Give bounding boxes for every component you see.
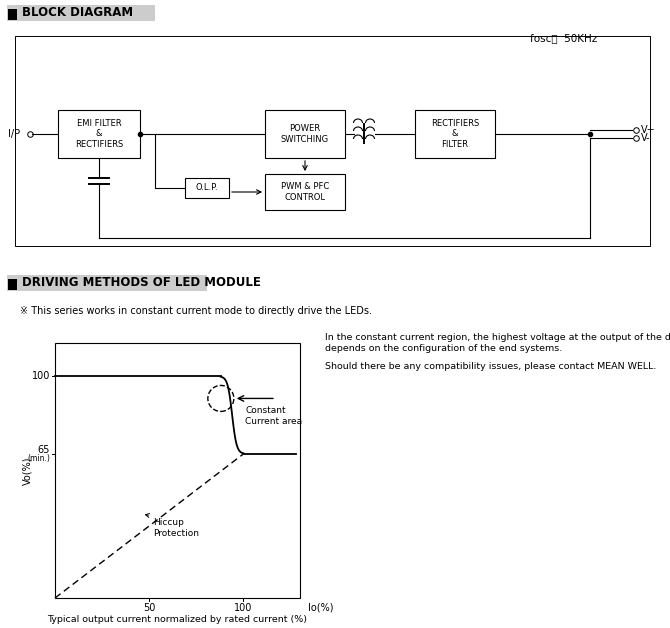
Text: POWER
SWITCHING: POWER SWITCHING	[281, 124, 329, 144]
Bar	[265, 174, 345, 210]
Text: V+: V+	[641, 125, 656, 135]
Text: 100: 100	[234, 603, 253, 613]
Text: O.L.P.: O.L.P.	[196, 183, 218, 193]
Bar	[415, 110, 495, 158]
Text: fosc：  50KHz: fosc： 50KHz	[530, 33, 597, 43]
Text: EMI FILTER
&
RECTIFIERS: EMI FILTER & RECTIFIERS	[75, 119, 123, 149]
Text: DRIVING METHODS OF LED MODULE: DRIVING METHODS OF LED MODULE	[22, 276, 261, 290]
Bar	[55, 343, 300, 598]
Text: ※ This series works in constant current mode to directly drive the LEDs.: ※ This series works in constant current …	[20, 306, 372, 316]
Text: Typical output current normalized by rated current (%): Typical output current normalized by rat…	[48, 615, 308, 624]
Bar	[7, 5, 155, 21]
Text: Constant
Current area: Constant Current area	[245, 406, 302, 426]
Text: BLOCK DIAGRAM: BLOCK DIAGRAM	[22, 6, 133, 19]
Text: Vo(%): Vo(%)	[22, 457, 32, 485]
Text: depends on the configuration of the end systems.: depends on the configuration of the end …	[325, 344, 562, 353]
Text: 100: 100	[31, 371, 50, 381]
Text: I/P: I/P	[8, 129, 20, 139]
Text: (min.): (min.)	[27, 455, 50, 463]
Text: 65: 65	[38, 445, 50, 455]
Bar	[8, 279, 17, 290]
Bar	[8, 9, 17, 20]
Text: PWM & PFC
CONTROL: PWM & PFC CONTROL	[281, 182, 329, 202]
Text: Should there be any compatibility issues, please contact MEAN WELL.: Should there be any compatibility issues…	[325, 362, 657, 371]
Text: RECTIFIERS
&
FILTER: RECTIFIERS & FILTER	[431, 119, 479, 149]
Text: V-: V-	[641, 133, 651, 143]
Text: In the constant current region, the highest voltage at the output of the driver: In the constant current region, the high…	[325, 333, 670, 342]
Bar	[58, 110, 140, 158]
Bar	[15, 36, 650, 246]
Bar	[185, 178, 229, 198]
Text: Hiccup
Protection: Hiccup Protection	[153, 518, 199, 538]
Text: 50: 50	[143, 603, 155, 613]
Bar	[265, 110, 345, 158]
Bar	[7, 275, 207, 291]
Text: Io(%): Io(%)	[308, 603, 334, 613]
